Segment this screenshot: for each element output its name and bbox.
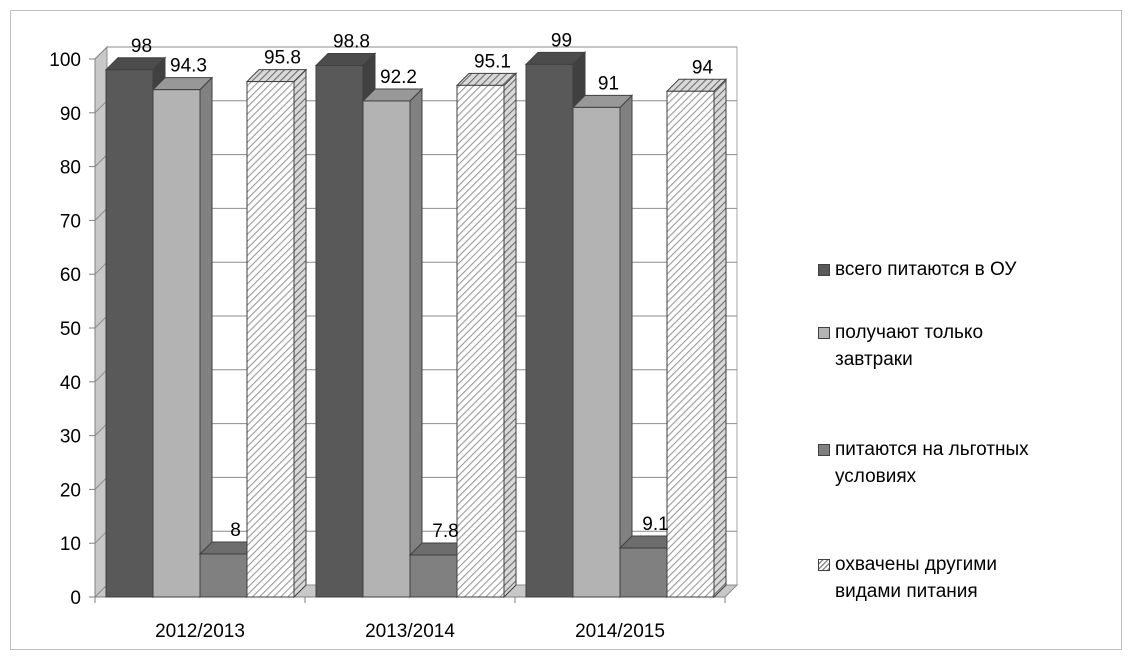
data-label-2-3: 94 — [692, 57, 714, 78]
bar-side-0-1 — [199, 76, 213, 599]
legend-label-1: получают только завтраки — [835, 322, 984, 370]
y-tick-label-2: 20 — [60, 480, 81, 501]
data-label-1-2: 7.8 — [432, 521, 458, 542]
bar-front-1-3 — [456, 84, 505, 598]
y-tick-label-4: 40 — [60, 373, 81, 394]
bar-front-1-0 — [315, 64, 364, 598]
legend-label-2: питаются на льготных условиях — [835, 439, 1029, 487]
y-tick-label-7: 70 — [60, 211, 81, 232]
bars — [104, 51, 728, 599]
bar-front-0-2 — [199, 553, 248, 598]
legend-swatch-2 — [818, 444, 830, 456]
data-label-0-1: 94.3 — [170, 56, 207, 77]
x-axis: 2012/2013 2013/2014 2014/2015 — [94, 596, 726, 642]
bar-front-2-0 — [525, 63, 574, 598]
bar-side-1-1 — [409, 87, 423, 599]
legend-label-0: всего питаются в ОУ — [835, 259, 1017, 280]
bar-2-1 — [571, 94, 634, 599]
bar-front-0-0 — [105, 69, 154, 598]
legend-item-2: питаются на льготных условиях — [818, 438, 1065, 490]
y-axis: 0 10 20 30 40 50 60 70 80 90 100 — [49, 50, 96, 609]
bar-front-0-3 — [246, 81, 295, 598]
legend-swatch-3 — [818, 559, 830, 571]
y-tick-label-3: 30 — [60, 427, 81, 448]
data-label-1-3: 95.1 — [474, 51, 511, 72]
bar-front-2-1 — [572, 106, 621, 598]
legend-item-0: всего питаются в ОУ — [818, 258, 1065, 283]
data-label-0-0: 98 — [131, 36, 152, 57]
bar-side-2-3 — [713, 78, 727, 599]
legend-swatch-0 — [818, 264, 830, 276]
x-tick-label-2: 2014/2015 — [575, 621, 665, 642]
bar-side-0-3 — [293, 68, 307, 599]
bar-front-1-2 — [409, 554, 458, 598]
x-tick-label-0: 2012/2013 — [155, 621, 245, 642]
y-tick-label-6: 60 — [60, 265, 81, 286]
data-label-1-1: 92.2 — [380, 67, 417, 88]
bar-2-3 — [665, 78, 728, 599]
data-label-2-0: 99 — [551, 30, 572, 51]
bar-front-2-2 — [619, 547, 668, 598]
gridline-10 — [94, 46, 737, 60]
bar-front-2-3 — [666, 90, 715, 598]
bar-front-1-1 — [362, 100, 411, 598]
y-tick-label-0: 0 — [70, 588, 81, 609]
y-tick-label-5: 50 — [60, 319, 81, 340]
data-label-0-2: 8 — [230, 520, 241, 541]
y-tick-label-8: 80 — [60, 158, 81, 179]
y-tick-label-1: 10 — [60, 534, 81, 555]
y-tick-label-10: 100 — [49, 50, 81, 71]
bar-side-2-1 — [619, 94, 633, 599]
x-tick-label-1: 2013/2014 — [365, 621, 455, 642]
bar-1-1 — [361, 87, 424, 599]
data-label-1-0: 98.8 — [333, 31, 370, 52]
bar-0-3 — [245, 68, 308, 599]
legend-item-3: охвачены другими видами питания — [818, 553, 1065, 605]
data-label-2-1: 91 — [598, 73, 619, 94]
bar-side-1-3 — [503, 72, 517, 599]
legend-item-1: получают только завтраки — [818, 321, 1065, 373]
bar-0-1 — [151, 76, 214, 599]
data-label-2-2: 9.1 — [642, 514, 668, 535]
legend-label-3: охвачены другими видами питания — [835, 554, 997, 602]
y-tick-label-9: 90 — [60, 104, 81, 125]
data-label-0-3: 95.8 — [264, 48, 301, 69]
bar-1-3 — [455, 72, 518, 599]
legend-swatch-1 — [818, 327, 830, 339]
bar-front-0-1 — [152, 89, 201, 598]
data-labels: 98 94.3 8 95.8 98.8 92.2 7.8 95.1 99 91 9.1 94 — [131, 30, 714, 542]
